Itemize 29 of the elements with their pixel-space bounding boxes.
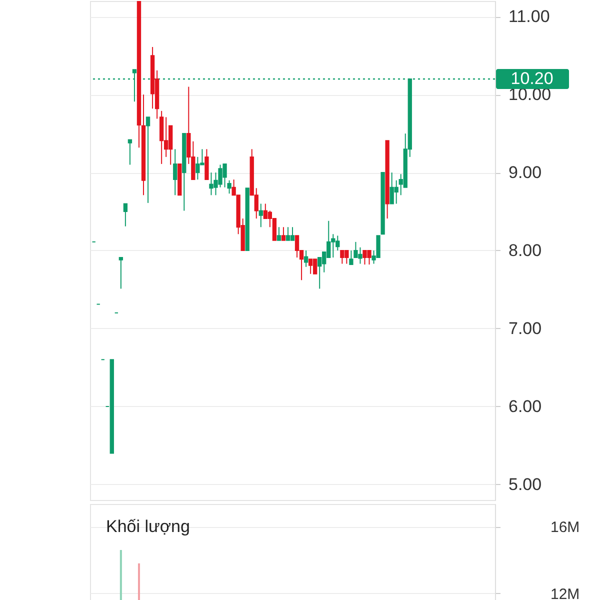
candlestick (159, 110, 164, 164)
candlestick (308, 258, 313, 274)
candlestick (349, 250, 354, 266)
candlestick (394, 180, 398, 204)
candlestick (286, 226, 290, 241)
candlestick (128, 139, 132, 166)
candlestick (304, 250, 308, 268)
candlestick (312, 258, 318, 274)
candlestick (290, 226, 295, 241)
candlestick (294, 235, 300, 258)
candlestick (123, 203, 128, 227)
text: Khối lượng (106, 517, 190, 536)
candlestick (118, 257, 124, 290)
y-tick-label: 6.00 (508, 396, 542, 416)
candlestick (276, 226, 282, 241)
y-tick-label: 5.00 (508, 474, 542, 494)
candlestick (173, 148, 178, 196)
candlestick (227, 180, 232, 194)
y-tick-label: 8.00 (508, 241, 542, 260)
y-tick-label: 9.00 (508, 163, 542, 182)
ref-line-label: 10.20 (510, 68, 554, 88)
candlestick (281, 226, 286, 241)
candlestick (146, 116, 150, 204)
y-tick-label: 16M (550, 519, 580, 536)
y-tick-label: 11.00 (508, 7, 550, 26)
candlestick (258, 203, 263, 228)
candlestick (204, 148, 209, 180)
y-tick-label: 12M (550, 586, 580, 600)
y-tick-label: 7.00 (508, 318, 542, 338)
